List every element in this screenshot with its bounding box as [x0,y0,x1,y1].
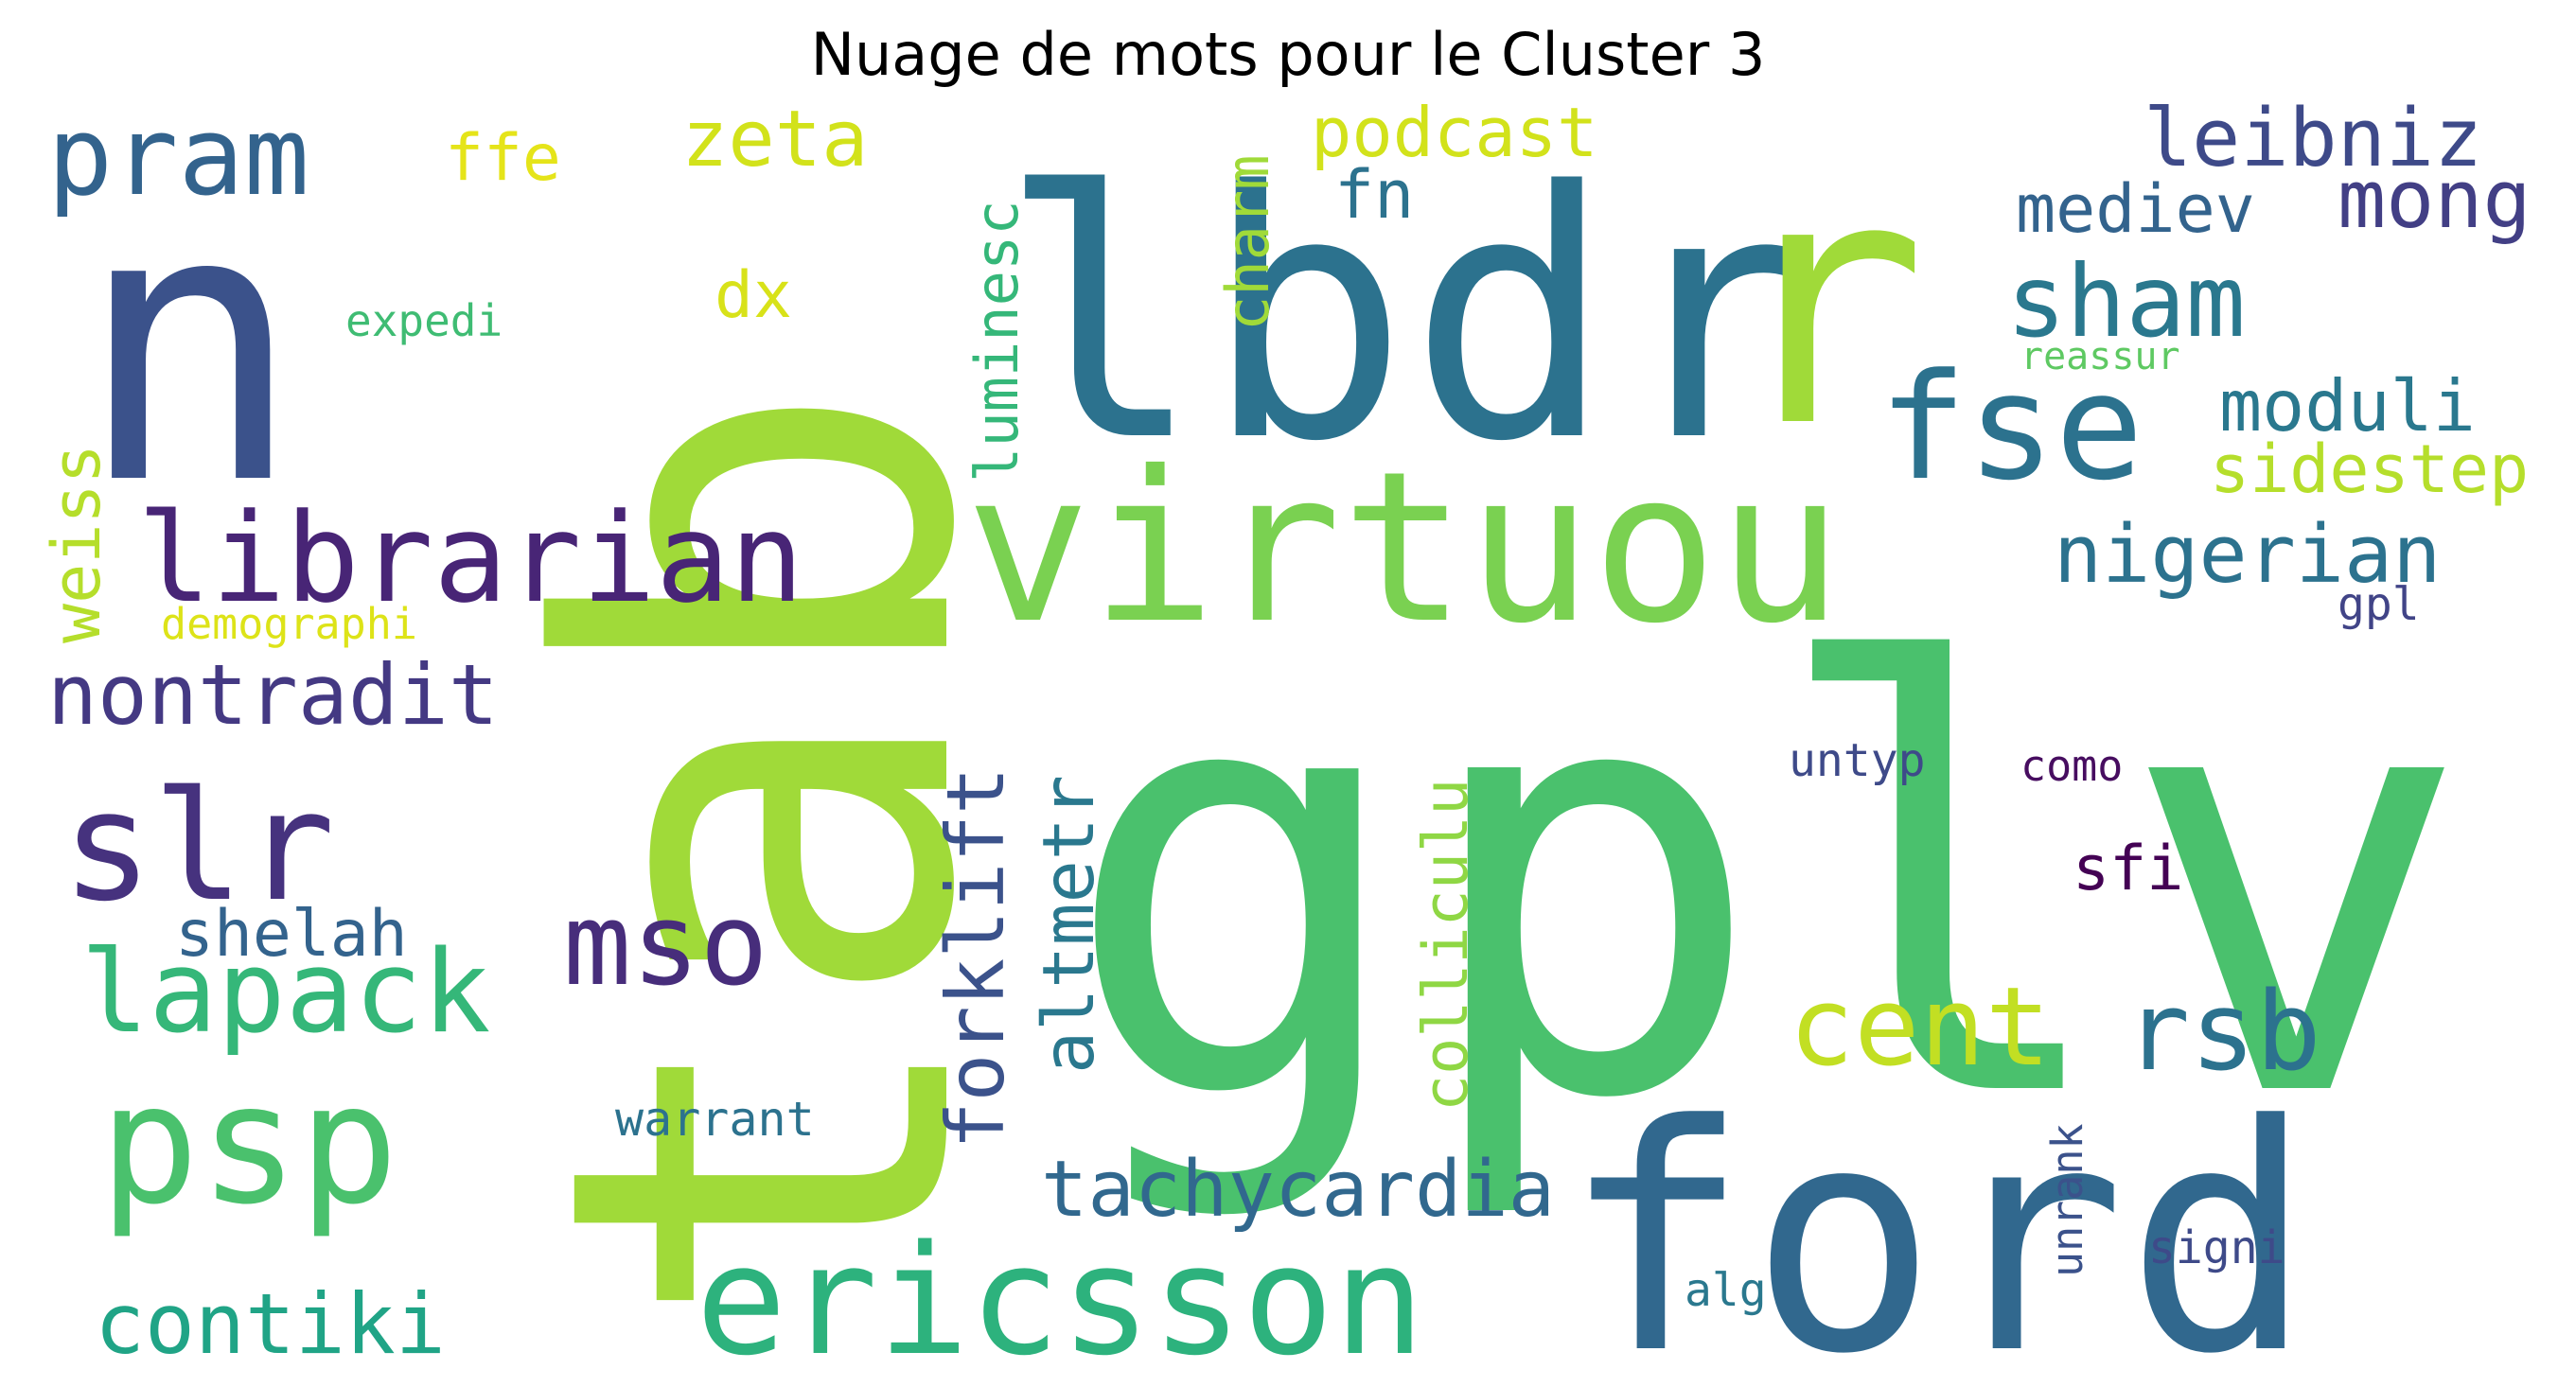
word-tachycardia: tachycardia [1041,1145,1555,1235]
word-slr: slr [62,758,335,935]
word-shelah: shelah [175,897,408,972]
word-lapack: lapack [80,927,490,1059]
word-fn: fn [1334,156,1414,234]
word-como: como [2020,741,2123,791]
word-pram: pram [47,94,309,220]
word-mediev: mediev [2016,170,2255,248]
word-sham: sham [2006,244,2246,360]
word-virtuou: virtuou [965,427,1843,669]
word-leibniz: leibniz [2144,92,2482,185]
word-contiki: contiki [95,1275,446,1373]
word-mong: mong [2338,153,2532,247]
word-moduli: moduli [2219,364,2476,448]
word-gplv: gplv [1060,545,2473,1227]
word-ericsson: ericsson [696,1212,1425,1387]
word-luminesc: luminesc [962,200,1032,483]
word-rsb: rsb [2125,969,2321,1096]
word-cent: cent [1789,964,2051,1091]
word-charm: charm [1213,154,1282,331]
word-dx: dx [715,258,792,333]
word-zeta: zeta [681,95,868,184]
word-fse: fse [1879,342,2144,513]
word-sidestep: sidestep [2210,430,2529,508]
word-untyp: untyp [1789,734,1926,787]
word-gpl: gpl [2338,578,2420,631]
word-nontradit: nontradit [47,646,499,744]
word-psp: psp [99,1049,398,1241]
word-weiss: weiss [38,444,115,643]
word-alg: alg [1685,1264,1767,1317]
word-n: n [76,128,304,568]
word-lbdr: lbdr [998,119,1819,516]
word-podcast: podcast [1311,93,1597,172]
word-demographi: demographi [161,599,417,649]
word-colliculu: colliculu [1411,779,1482,1112]
word-tab: tab [455,377,1072,1334]
word-nigerian: nigerian [2054,508,2441,602]
word-unrank: unrank [2042,1123,2092,1277]
word-altmetr: altmetr [1027,775,1110,1074]
word-forklift: forklift [929,766,1022,1150]
word-librarian: librarian [137,486,803,630]
word-ford: ford [1561,1059,2314,1387]
word-ffe: ffe [445,121,561,196]
word-mso: mso [563,880,768,1011]
word-sfi: sfi [2073,834,2183,904]
chart-title: Nuage de mots pour le Cluster 3 [810,20,1766,89]
word-reassur: reassur [2020,335,2180,378]
word-warrant: warrant [615,1092,815,1147]
word-expedi: expedi [345,295,503,346]
word-signi: signi [2148,1221,2285,1274]
word-r: r [1722,105,1928,501]
